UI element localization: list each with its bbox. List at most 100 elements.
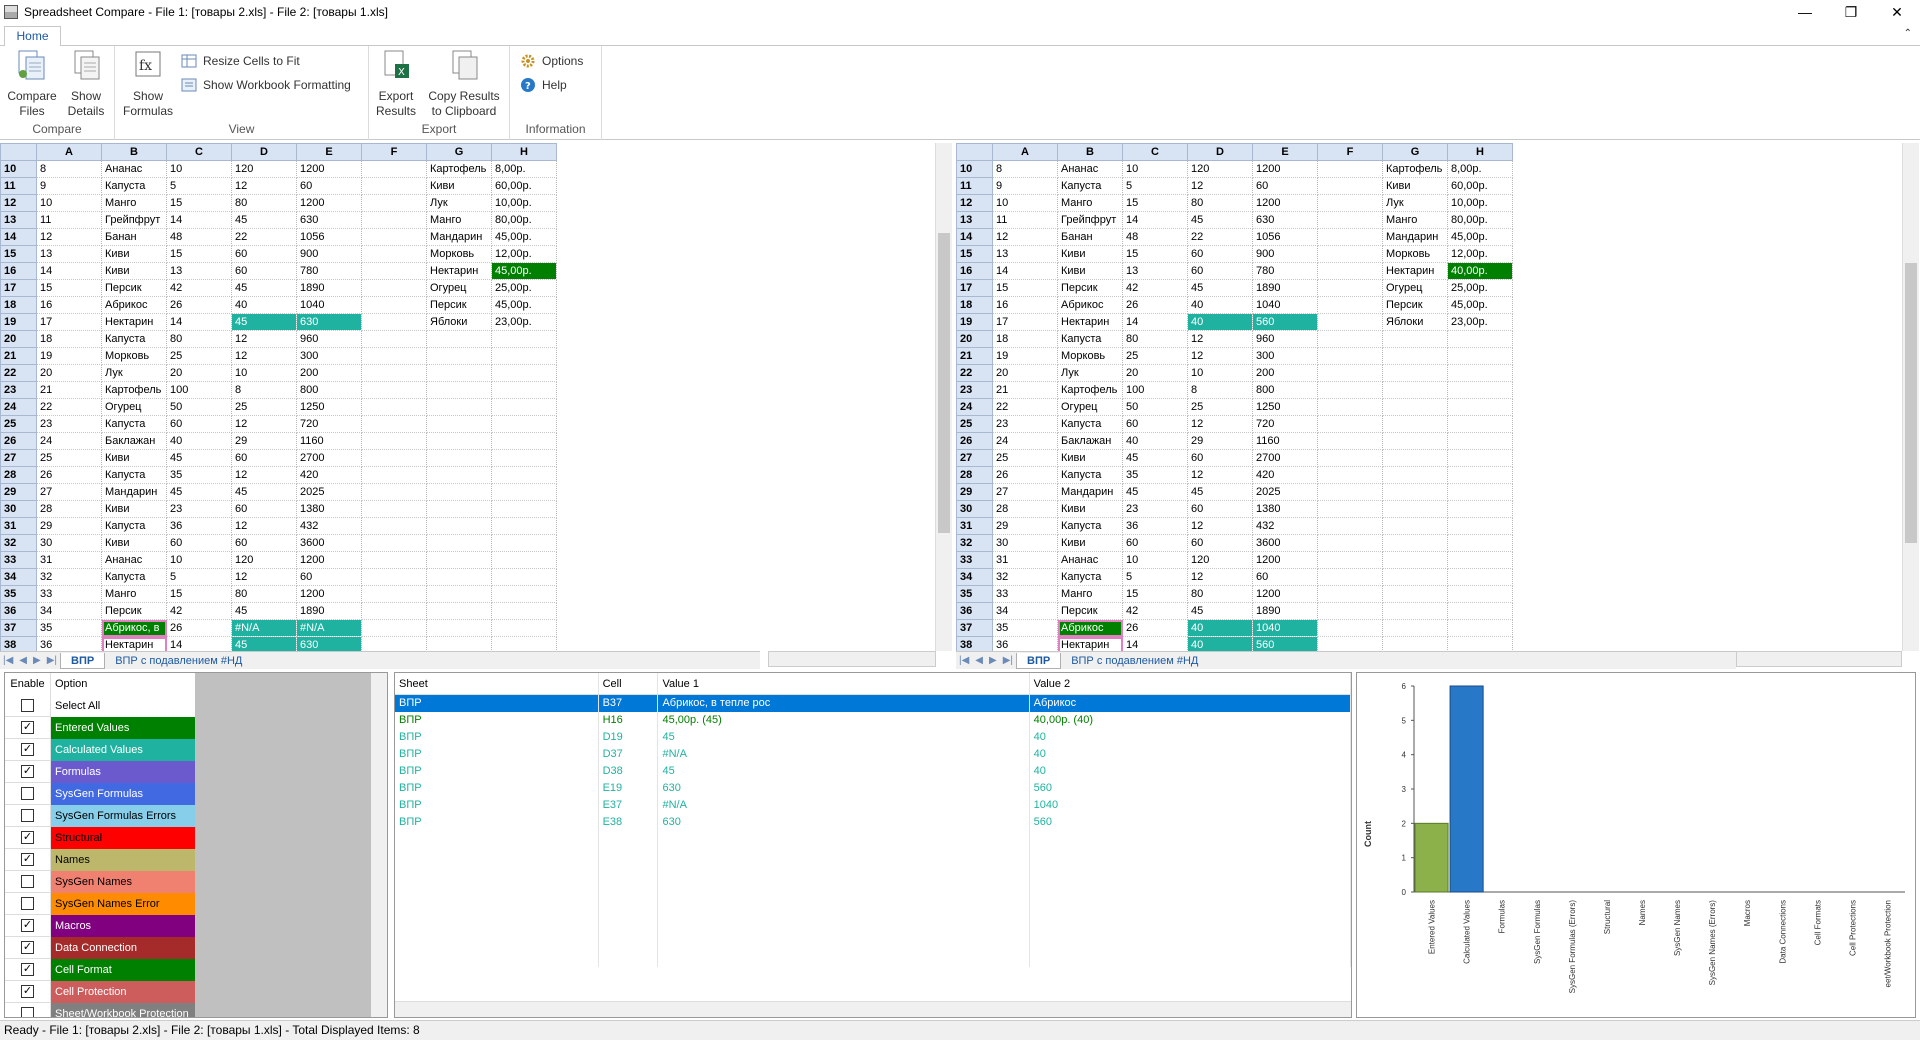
row-header[interactable]: 31 [0,517,37,535]
grid-cell[interactable]: 12 [1187,347,1253,365]
grid-cell[interactable]: 420 [296,466,362,484]
grid-cell[interactable]: 1890 [1252,602,1318,620]
grid-cell[interactable]: Ананас [1057,160,1123,178]
grid-cell[interactable]: 29 [36,517,102,535]
grid-cell[interactable]: 1890 [1252,279,1318,297]
grid-cell[interactable]: 45 [231,279,297,297]
grid-cell[interactable] [1447,330,1513,348]
option-row[interactable]: ✓ Cell Protection [5,980,195,1003]
grid-cell[interactable]: 80,00р. [491,211,557,229]
grid-cell[interactable] [1317,619,1383,637]
column-header[interactable]: E [1252,143,1318,161]
grid-cell[interactable]: 630 [1252,211,1318,229]
grid-cell[interactable] [1317,364,1383,382]
result-row[interactable]: ВПР B37 Абрикос, в тепле рос Абрикос [395,695,1351,712]
grid-cell[interactable]: 60 [1252,177,1318,195]
grid-cell[interactable]: 10 [36,194,102,212]
grid-cell[interactable] [361,160,427,178]
grid-cell[interactable]: 25 [992,449,1058,467]
row-header[interactable]: 34 [0,568,37,586]
prev-sheet-icon[interactable]: ◀ [975,655,983,666]
grid-cell[interactable]: 13 [166,262,232,280]
grid-cell[interactable]: 630 [296,211,362,229]
grid-cell[interactable]: 40 [1187,619,1253,637]
grid-cell[interactable] [1382,432,1448,450]
left-spreadsheet-grid[interactable]: A B C D E F G H 10 8 Ананас 10 120 1200 Картофель 8,00р… [0,143,935,651]
grid-cell[interactable]: Нектарин [1057,636,1123,651]
grid-cell[interactable]: Картофель [1057,381,1123,399]
grid-cell[interactable]: 5 [166,177,232,195]
grid-cell[interactable]: 23 [992,415,1058,433]
grid-cell[interactable]: 20 [1122,364,1188,382]
grid-cell[interactable]: 560 [1252,313,1318,331]
grid-cell[interactable]: 60 [231,245,297,263]
grid-cell[interactable]: 60 [166,415,232,433]
grid-cell[interactable] [1317,313,1383,331]
grid-cell[interactable]: 60 [296,177,362,195]
grid-cell[interactable] [1382,330,1448,348]
grid-cell[interactable]: 22 [231,228,297,246]
option-checkbox[interactable]: ✓ [21,721,34,734]
grid-cell[interactable]: 36 [1122,517,1188,535]
grid-cell[interactable]: 25 [231,398,297,416]
grid-cell[interactable] [491,585,557,603]
grid-cell[interactable]: 21 [36,381,102,399]
grid-cell[interactable]: 48 [166,228,232,246]
grid-cell[interactable]: 60 [1252,568,1318,586]
grid-cell[interactable]: 26 [1122,296,1188,314]
grid-cell[interactable]: 12,00р. [1447,245,1513,263]
grid-cell[interactable]: 40 [1122,432,1188,450]
grid-cell[interactable]: 40 [1187,296,1253,314]
value1-column-header[interactable]: Value 1 [658,673,1030,694]
grid-cell[interactable]: 32 [36,568,102,586]
grid-cell[interactable]: 15 [1122,585,1188,603]
grid-cell[interactable]: 1380 [296,500,362,518]
row-header[interactable]: 15 [0,245,37,263]
grid-cell[interactable]: 32 [992,568,1058,586]
grid-cell[interactable]: 10 [166,160,232,178]
grid-cell[interactable]: 200 [296,364,362,382]
help-button[interactable]: ? Help [520,76,567,94]
row-header[interactable]: 34 [956,568,993,586]
grid-cell[interactable]: 432 [1252,517,1318,535]
grid-cell[interactable]: 45 [1122,449,1188,467]
option-row[interactable]: ✓ Entered Values [5,716,195,739]
grid-cell[interactable] [426,551,492,569]
grid-cell[interactable] [361,585,427,603]
row-header[interactable]: 20 [0,330,37,348]
grid-cell[interactable]: 120 [1187,160,1253,178]
grid-cell[interactable] [1447,415,1513,433]
option-checkbox[interactable] [21,809,34,822]
grid-cell[interactable]: Капуста [1057,330,1123,348]
grid-cell[interactable]: 60 [231,534,297,552]
grid-cell[interactable]: Ананас [1057,551,1123,569]
grid-cell[interactable]: 8,00р. [1447,160,1513,178]
grid-cell[interactable]: 1160 [1252,432,1318,450]
grid-cell[interactable]: 8 [231,381,297,399]
grid-cell[interactable]: 12 [36,228,102,246]
option-checkbox[interactable]: ✓ [21,853,34,866]
grid-cell[interactable]: Лук [426,194,492,212]
result-row[interactable]: ВПР D38 45 40 [395,763,1351,780]
row-header[interactable]: 33 [0,551,37,569]
grid-cell[interactable]: 15 [166,245,232,263]
grid-cell[interactable] [361,602,427,620]
grid-cell[interactable] [491,534,557,552]
grid-cell[interactable]: 13 [36,245,102,263]
grid-cell[interactable] [491,381,557,399]
grid-cell[interactable]: 15 [166,585,232,603]
grid-cell[interactable]: 12 [992,228,1058,246]
grid-cell[interactable] [1447,483,1513,501]
option-row[interactable]: ✓ Macros [5,914,195,937]
grid-cell[interactable]: 1200 [1252,160,1318,178]
option-checkbox[interactable]: ✓ [21,831,34,844]
grid-cell[interactable]: Киви [1057,534,1123,552]
grid-cell[interactable] [1317,279,1383,297]
option-row[interactable]: ✓ Data Connection [5,936,195,959]
grid-cell[interactable]: 720 [296,415,362,433]
grid-cell[interactable]: 60 [296,568,362,586]
grid-cell[interactable]: 10,00р. [491,194,557,212]
grid-cell[interactable]: 11 [992,211,1058,229]
grid-cell[interactable]: 45 [166,449,232,467]
option-row[interactable]: SysGen Formulas [5,782,195,805]
